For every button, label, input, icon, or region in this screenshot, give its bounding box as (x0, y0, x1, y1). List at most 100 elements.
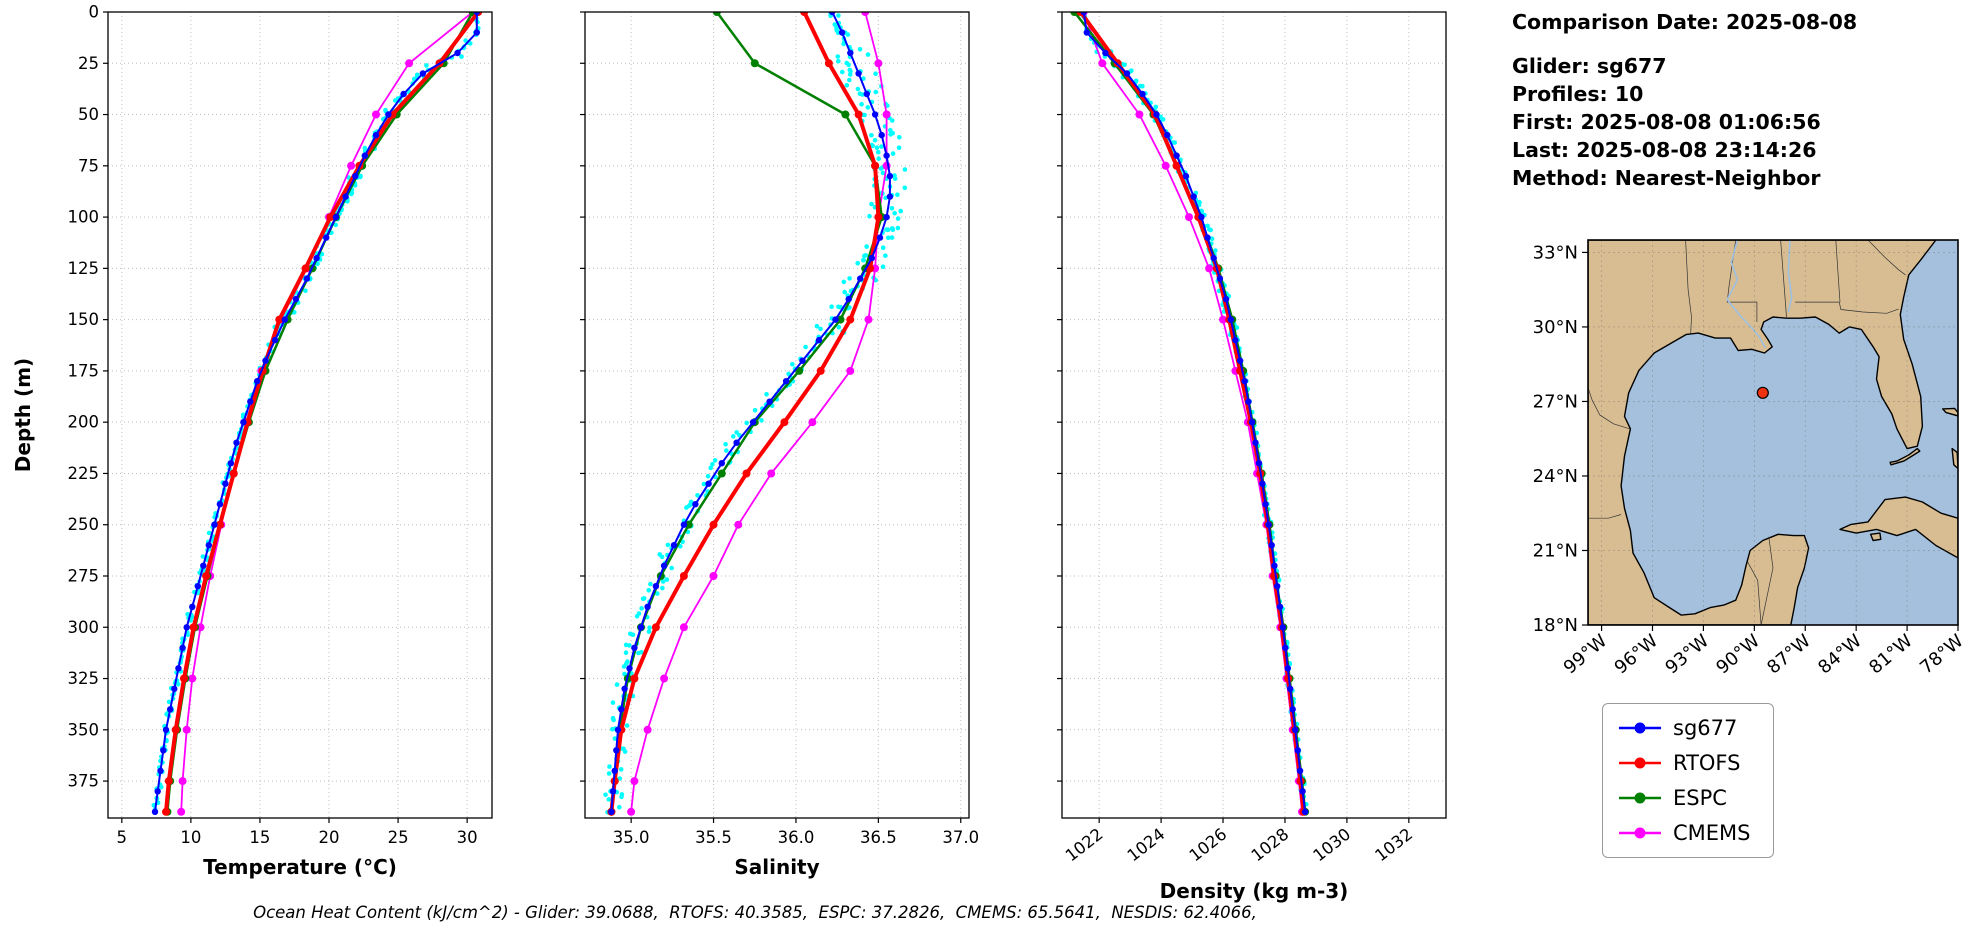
glider-info-lines: Glider: sg677 Profiles: 10 First: 2025-08-… (1512, 52, 1857, 192)
ohc-caption: Ocean Heat Content (kJ/cm^2) - Glider: 3… (253, 903, 1257, 922)
svg-text:27°N: 27°N (1533, 392, 1578, 413)
density-grid (1062, 11, 1446, 818)
map-state-border (1780, 240, 1787, 319)
map-landmass-4 (1951, 447, 1958, 470)
info-line: Glider: sg677 (1512, 54, 1667, 78)
map-state-border (1747, 561, 1762, 625)
svg-text:0: 0 (89, 3, 100, 22)
svg-text:93°W: 93°W (1661, 630, 1713, 678)
legend-line-marker-icon (1619, 792, 1661, 804)
svg-text:150: 150 (68, 310, 100, 329)
legend-item-cmems: CMEMS (1617, 821, 1751, 845)
svg-text:5: 5 (117, 828, 128, 847)
svg-text:90°W: 90°W (1712, 630, 1764, 678)
legend-label: sg677 (1673, 716, 1738, 740)
salinity-axis: 35.0 35.5 36.0 36.5 37.0 (580, 11, 979, 847)
svg-text:21°N: 21°N (1533, 541, 1578, 562)
legend-label: RTOFS (1673, 751, 1741, 775)
temperature-ylabel: Depth (m) (11, 358, 35, 472)
svg-text:50: 50 (78, 105, 99, 124)
svg-text:1028: 1028 (1248, 824, 1293, 865)
svg-text:250: 250 (68, 515, 100, 534)
map-landmass-0 (1588, 240, 1937, 625)
salinity-series-CMEMS (627, 12, 891, 816)
map-landmass-3 (1942, 407, 1958, 417)
svg-text:1024: 1024 (1124, 824, 1169, 865)
svg-text:225: 225 (68, 464, 100, 483)
svg-text:36.5: 36.5 (860, 828, 897, 847)
info-line: Last: 2025-08-08 23:14:26 (1512, 138, 1817, 162)
legend: sg677 RTOFS ESPC CMEMS (1602, 703, 1774, 858)
salinity-grid (585, 11, 969, 818)
map-graticule (1588, 240, 1958, 625)
svg-text:81°W: 81°W (1865, 630, 1917, 678)
gulf-of-mexico-map: 33°N 30°N 27°N 24°N 21°N 18°N99°W 96°W 93°W 90°W… (1533, 239, 1968, 678)
svg-text:78°W: 78°W (1916, 630, 1968, 678)
svg-text:36.0: 36.0 (778, 828, 815, 847)
temperature-axis: 5 10 15 20 25 3002550751001251501752002252502… (68, 3, 478, 848)
map-state-border (1588, 514, 1622, 519)
map-state-border (1835, 240, 1841, 303)
svg-text:75: 75 (78, 156, 99, 175)
map-state-border (1760, 536, 1774, 625)
svg-text:84°W: 84°W (1814, 630, 1866, 678)
svg-text:300: 300 (68, 618, 100, 637)
glider-location-marker (1756, 386, 1769, 399)
comparison-date: Comparison Date: 2025-08-08 (1512, 10, 1858, 34)
legend-line-marker-icon (1619, 722, 1661, 734)
svg-text:87°W: 87°W (1763, 630, 1815, 678)
legend-item-espc: ESPC (1617, 786, 1751, 810)
svg-text:350: 350 (68, 720, 100, 739)
svg-text:35.5: 35.5 (695, 828, 732, 847)
svg-text:1022: 1022 (1062, 824, 1107, 865)
svg-text:25: 25 (78, 54, 99, 73)
map-state-border (1795, 301, 1899, 314)
density-series-sg677 (1080, 12, 1309, 815)
svg-text:375: 375 (68, 772, 100, 791)
map-state-border (1726, 240, 1758, 322)
legend-item-rtofs: RTOFS (1617, 751, 1751, 775)
legend-item-sg677: sg677 (1617, 716, 1751, 740)
info-line: Profiles: 10 (1512, 82, 1644, 106)
svg-text:20: 20 (319, 828, 340, 847)
temperature-grid (108, 11, 492, 818)
salinity-xlabel: Salinity (734, 855, 819, 879)
legend-line-marker-icon (1619, 757, 1661, 769)
svg-text:30°N: 30°N (1533, 317, 1578, 338)
svg-text:1030: 1030 (1309, 824, 1354, 865)
density-xlabel: Density (kg m-3) (1160, 879, 1349, 903)
info-line: Method: Nearest-Neighbor (1512, 166, 1821, 190)
svg-text:37.0: 37.0 (942, 828, 979, 847)
svg-text:35.0: 35.0 (613, 828, 650, 847)
svg-text:125: 125 (68, 259, 100, 278)
svg-text:1032: 1032 (1371, 824, 1416, 865)
temperature-xlabel: Temperature (°C) (203, 855, 397, 879)
svg-text:275: 275 (68, 567, 100, 586)
profile-plots: 5 10 15 20 25 3002550751001251501752002252502… (11, 3, 1447, 903)
map-landmass-1 (1839, 496, 1958, 559)
svg-text:33°N: 33°N (1533, 242, 1578, 263)
salinity-series-RTOFS (607, 12, 883, 816)
svg-text:30: 30 (457, 828, 478, 847)
legend-label: ESPC (1673, 786, 1727, 810)
svg-text:15: 15 (249, 828, 270, 847)
info-line: First: 2025-08-08 01:06:56 (1512, 110, 1821, 134)
svg-text:200: 200 (68, 413, 100, 432)
map-landmass-5 (1889, 447, 1921, 466)
svg-text:1026: 1026 (1186, 824, 1231, 865)
svg-text:175: 175 (68, 361, 100, 380)
svg-text:10: 10 (180, 828, 201, 847)
map-river (1726, 240, 1767, 349)
svg-text:96°W: 96°W (1611, 630, 1663, 678)
map-state-border (1588, 387, 1630, 430)
svg-text:24°N: 24°N (1533, 466, 1578, 487)
svg-text:25: 25 (388, 828, 409, 847)
map-state-border (1867, 240, 1906, 276)
svg-text:99°W: 99°W (1560, 630, 1612, 678)
svg-text:325: 325 (68, 669, 100, 688)
map-landmass-2 (1869, 532, 1882, 542)
info-panel: Comparison Date: 2025-08-08 Glider: sg67… (1512, 8, 1857, 192)
map-river (1787, 240, 1793, 313)
salinity-series-sg677 (608, 12, 894, 815)
